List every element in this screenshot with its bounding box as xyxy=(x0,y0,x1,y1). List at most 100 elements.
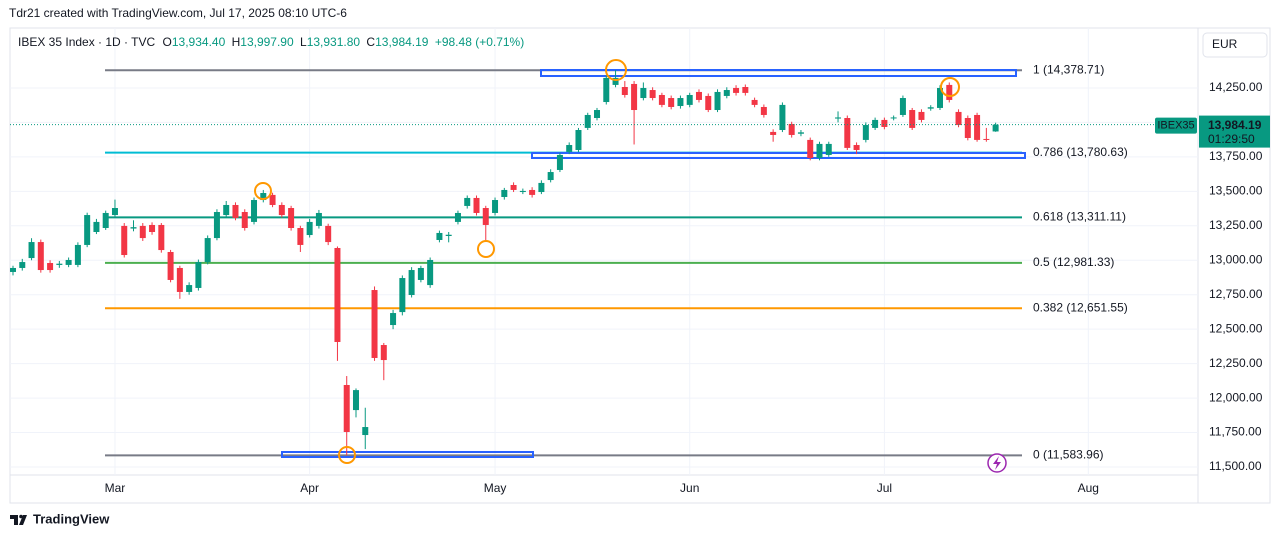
candle-body xyxy=(278,204,285,216)
candle-body xyxy=(492,200,499,213)
fib-label: 0 (11,583.96) xyxy=(1033,448,1104,462)
candle-body xyxy=(19,262,26,268)
circle-drawing xyxy=(477,240,495,258)
y-tick-label: 13,500.00 xyxy=(1209,184,1263,198)
candle-body xyxy=(343,384,350,432)
candle-body xyxy=(770,131,777,135)
y-tick-label: 11,500.00 xyxy=(1209,459,1262,473)
x-tick-label: May xyxy=(484,481,507,495)
candle-body xyxy=(640,87,647,99)
x-tick-label: Jul xyxy=(877,481,892,495)
candle-body xyxy=(760,106,767,115)
y-tick-label: 12,500.00 xyxy=(1209,321,1263,335)
fib-label: 1 (14,378.71) xyxy=(1033,62,1104,76)
candle-body xyxy=(454,212,461,222)
candle-body xyxy=(204,238,211,263)
brand: TradingView xyxy=(33,511,110,526)
candle-body xyxy=(288,208,295,228)
candle-body xyxy=(334,247,341,342)
candle-body xyxy=(130,227,137,229)
candle-body xyxy=(260,192,267,201)
candle-body xyxy=(241,212,248,228)
candle-body xyxy=(881,119,888,127)
symbol: IBEX 35 Index · 1D · TVC xyxy=(18,35,156,49)
candle-body xyxy=(927,107,934,109)
change: +98.48 (+0.71%) xyxy=(434,35,525,49)
box-drawing xyxy=(531,152,1026,159)
candles xyxy=(10,70,999,456)
candle-body xyxy=(529,189,536,195)
circle-drawing xyxy=(940,77,960,97)
logo-mark xyxy=(10,515,27,525)
candle-body xyxy=(251,200,258,222)
candle-body xyxy=(464,197,471,206)
candle-body xyxy=(955,111,962,126)
price-tag: 13,984.19 xyxy=(1208,118,1262,132)
candle-body xyxy=(584,114,591,128)
candle-body xyxy=(668,98,675,107)
currency-button[interactable] xyxy=(1202,32,1268,58)
price-tags: 11,500.00 11,750.00 12,000.00 12,250.00 12,5… xyxy=(10,80,1270,495)
candle-body xyxy=(93,221,100,232)
currency[interactable]: EUR xyxy=(1212,37,1238,51)
candle-body xyxy=(816,143,823,158)
candle-body xyxy=(158,224,165,251)
y-tick-label: 12,250.00 xyxy=(1209,356,1263,370)
candle-body xyxy=(121,225,128,256)
candle-body xyxy=(390,313,397,326)
candle-body xyxy=(937,87,943,108)
logo-dot xyxy=(19,514,23,519)
candle-body xyxy=(473,197,480,213)
candle-body xyxy=(417,267,424,280)
candle-body xyxy=(594,110,601,119)
circle-drawing xyxy=(338,446,356,464)
candle-body xyxy=(176,267,183,292)
y-tick-label: 13,750.00 xyxy=(1209,149,1263,163)
ohlc-value: 13,997.90 xyxy=(240,35,294,49)
candle-body xyxy=(649,90,656,99)
box-drawing xyxy=(281,451,534,458)
ohlc-value: 13,934.40 xyxy=(171,35,226,49)
candle-body xyxy=(714,91,721,111)
candle-body xyxy=(167,251,174,280)
tv-logo xyxy=(10,514,27,525)
ohlc-key: C xyxy=(366,35,376,49)
fib-label: 0.618 (13,311.11) xyxy=(1033,210,1126,224)
candle-body xyxy=(482,208,489,225)
candle-body xyxy=(862,125,869,140)
candle-body xyxy=(436,232,443,240)
ohlc-value: 13,984.19 xyxy=(375,35,429,49)
candle-body xyxy=(315,212,322,226)
attribution: Tdr21 created with TradingView.com, Jul … xyxy=(9,6,347,20)
legend: IBEX 35 Index · 1D · TVC O13,934.40 H13,… xyxy=(18,35,524,49)
candle-body xyxy=(84,215,91,245)
x-tick-label: Aug xyxy=(1078,481,1099,495)
candle-body xyxy=(380,345,387,361)
alert-icon[interactable] xyxy=(987,453,1007,473)
y-tick-label: 13,250.00 xyxy=(1209,218,1263,232)
candle-body xyxy=(964,118,971,138)
grid xyxy=(10,28,1198,475)
candle-body xyxy=(983,138,990,140)
candle-body xyxy=(37,242,44,271)
candle-body xyxy=(918,111,925,120)
candle-body xyxy=(408,270,415,295)
countdown: 01:29:50 xyxy=(1208,132,1255,146)
alert-bolt[interactable] xyxy=(993,456,1001,470)
candle-body xyxy=(631,83,638,111)
candle-body xyxy=(149,224,156,232)
x-tick-label: Jun xyxy=(680,481,699,495)
candle-body xyxy=(362,427,369,436)
candle-body xyxy=(74,244,81,265)
ohlc-value: 13,931.80 xyxy=(306,35,361,49)
candle-body xyxy=(723,90,730,96)
candle-body xyxy=(65,259,72,265)
candle-body xyxy=(974,114,981,140)
candle-body xyxy=(510,184,517,190)
candle-body xyxy=(677,98,684,107)
candle-body xyxy=(658,94,665,105)
candle-body xyxy=(399,278,406,313)
fib-label: 0.5 (12,981.33) xyxy=(1033,255,1114,269)
candle-body xyxy=(621,86,628,95)
candle-body xyxy=(909,110,916,128)
